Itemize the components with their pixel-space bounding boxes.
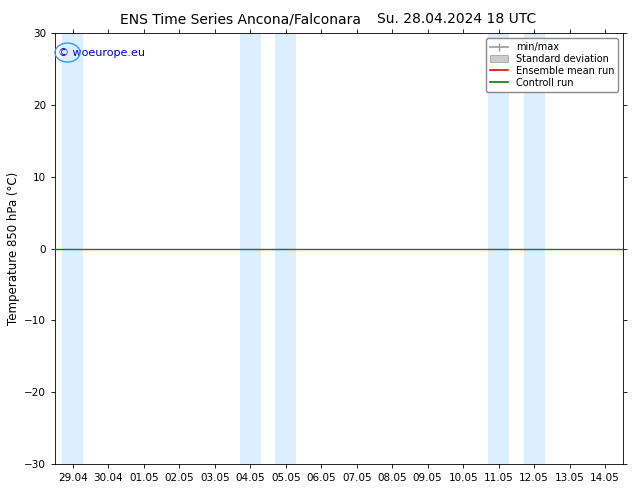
Bar: [524, 33, 545, 464]
Text: © woeurope.eu: © woeurope.eu: [58, 48, 145, 58]
Bar: [62, 33, 84, 464]
Bar: [488, 33, 509, 464]
Text: Su. 28.04.2024 18 UTC: Su. 28.04.2024 18 UTC: [377, 12, 536, 26]
Y-axis label: Temperature 850 hPa (°C): Temperature 850 hPa (°C): [7, 172, 20, 325]
Text: ENS Time Series Ancona/Falconara: ENS Time Series Ancona/Falconara: [120, 12, 361, 26]
Bar: [275, 33, 296, 464]
Bar: [240, 33, 261, 464]
Legend: min/max, Standard deviation, Ensemble mean run, Controll run: min/max, Standard deviation, Ensemble me…: [486, 38, 618, 92]
